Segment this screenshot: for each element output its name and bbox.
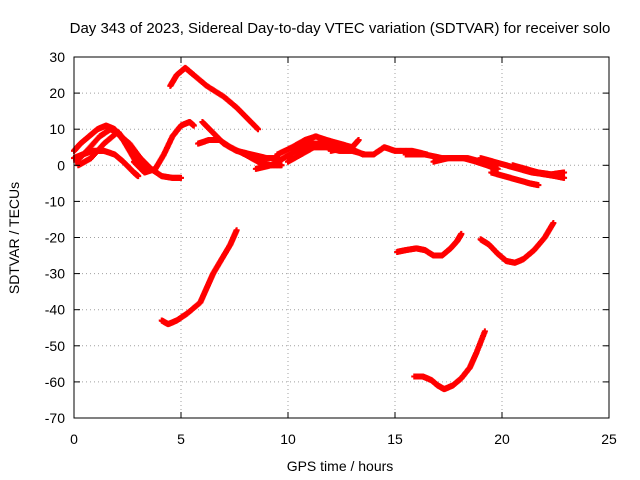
y-tick-label: -30 [45, 266, 65, 282]
data-point [481, 328, 488, 335]
y-tick-label: -70 [45, 410, 65, 426]
series-arc-19 [394, 230, 465, 259]
y-tick-label: 30 [49, 49, 65, 65]
data-point [561, 169, 568, 176]
x-tick-label: 5 [177, 431, 185, 447]
y-tick-label: -60 [45, 374, 65, 390]
x-tick-label: 0 [70, 431, 78, 447]
data-point [561, 174, 568, 181]
grid-lines [74, 57, 609, 418]
data-point [178, 174, 184, 181]
data-point [550, 220, 557, 227]
series-arc-4 [75, 129, 184, 181]
y-axis-label: SDTVAR / TECUs [6, 182, 22, 294]
x-tick-label: 25 [601, 431, 617, 447]
y-tick-label: 0 [57, 157, 65, 173]
y-tick-label: -40 [45, 302, 65, 318]
series-arc-20 [477, 220, 557, 266]
series-arc-17 [509, 162, 568, 178]
chart-title: Day 343 of 2023, Sidereal Day-to-day VTE… [70, 20, 611, 37]
data-point [494, 165, 501, 172]
data-series [71, 64, 568, 393]
series-arc-16 [488, 169, 542, 189]
data-point [458, 230, 465, 237]
y-tick-label: -20 [45, 230, 65, 246]
x-axis-label: GPS time / hours [287, 458, 394, 474]
data-point [190, 122, 197, 129]
axis-ticks [73, 56, 610, 419]
y-tick-label: 20 [49, 85, 65, 101]
data-point [355, 137, 362, 144]
data-point [278, 162, 285, 169]
data-point [135, 173, 142, 180]
y-tick-label: 10 [49, 121, 65, 137]
x-tick-label: 10 [280, 431, 296, 447]
y-tick-label: -10 [45, 193, 65, 209]
series-arc-6 [167, 64, 262, 133]
data-point [233, 227, 240, 234]
series-arc-21 [411, 328, 488, 393]
tick-labels: 0 5 10 15 20 25 -70 -60 -50 -40 -30 -20 -10 0 10 20 30 [45, 49, 617, 447]
series-arc-5 [130, 118, 197, 176]
data-point [255, 126, 262, 133]
x-tick-label: 15 [387, 431, 403, 447]
series-arc-18 [158, 227, 240, 328]
y-tick-label: -50 [45, 338, 65, 354]
x-tick-label: 20 [494, 431, 510, 447]
data-point [535, 182, 542, 189]
